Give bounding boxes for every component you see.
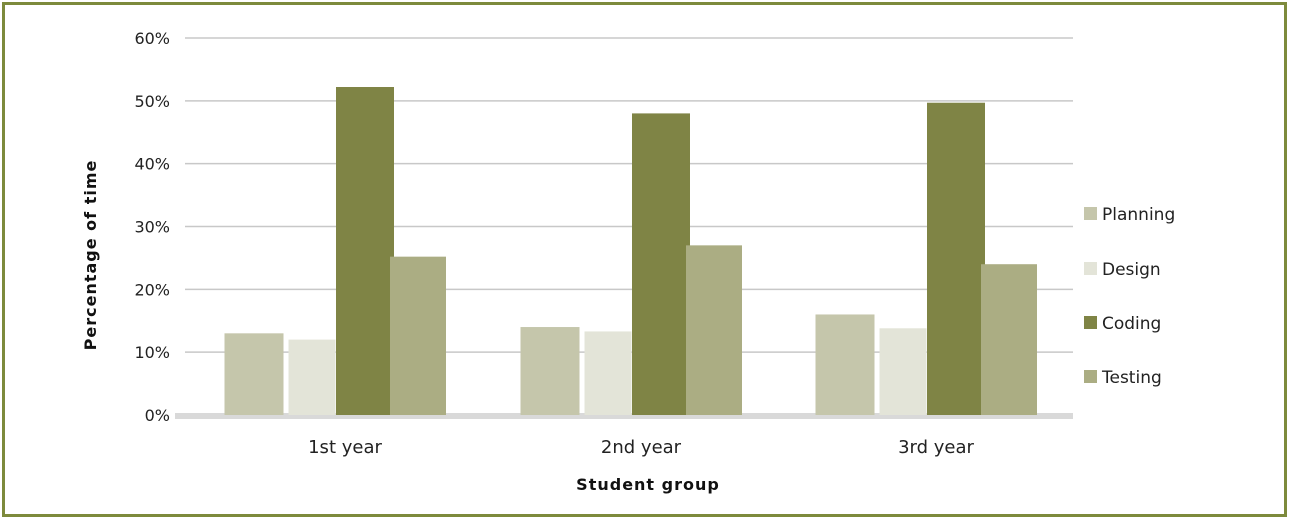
legend-label-testing: Testing — [1101, 368, 1162, 388]
bar-coding-3 — [927, 102, 985, 416]
legend-swatch-coding — [1084, 316, 1097, 329]
legend-label-design: Design — [1102, 260, 1161, 280]
x-category-label: 1st year — [308, 437, 382, 458]
y-axis-ticks: 0% 10% 20% 30% 40% 50% 60% — [134, 29, 170, 425]
bar-design-1 — [288, 339, 336, 415]
bar-design-3 — [879, 328, 927, 415]
bar-coding-2 — [632, 113, 690, 416]
x-category-label: 2nd year — [601, 437, 682, 458]
y-tick-label: 0% — [145, 406, 170, 425]
y-tick-label: 20% — [134, 280, 170, 299]
bar-design-2 — [584, 331, 632, 415]
bars — [224, 87, 1037, 416]
legend-label-planning: Planning — [1102, 205, 1175, 225]
legend: Planning Design Coding Testing — [1084, 205, 1175, 388]
x-category-label: 3rd year — [898, 437, 974, 458]
legend-swatch-testing — [1084, 370, 1097, 383]
x-axis-categories: 1st year 2nd year 3rd year — [308, 437, 974, 458]
bar-planning-2 — [520, 327, 580, 415]
y-tick-label: 30% — [134, 218, 170, 237]
y-tick-label: 10% — [134, 343, 170, 362]
legend-swatch-design — [1084, 262, 1097, 275]
bar-planning-3 — [815, 314, 875, 415]
y-tick-label: 40% — [134, 155, 170, 174]
bar-planning-1 — [224, 333, 284, 415]
x-axis-baseline — [175, 413, 1073, 419]
bar-testing-2 — [686, 245, 742, 415]
x-axis-title: Student group — [576, 475, 720, 494]
y-tick-label: 50% — [134, 92, 170, 111]
bar-coding-1 — [336, 87, 394, 415]
y-axis-title: Percentage of time — [81, 160, 100, 351]
legend-label-coding: Coding — [1102, 314, 1161, 334]
bar-testing-1 — [390, 256, 446, 415]
bar-testing-3 — [981, 264, 1037, 415]
y-tick-label: 60% — [134, 29, 170, 48]
legend-swatch-planning — [1084, 207, 1097, 220]
